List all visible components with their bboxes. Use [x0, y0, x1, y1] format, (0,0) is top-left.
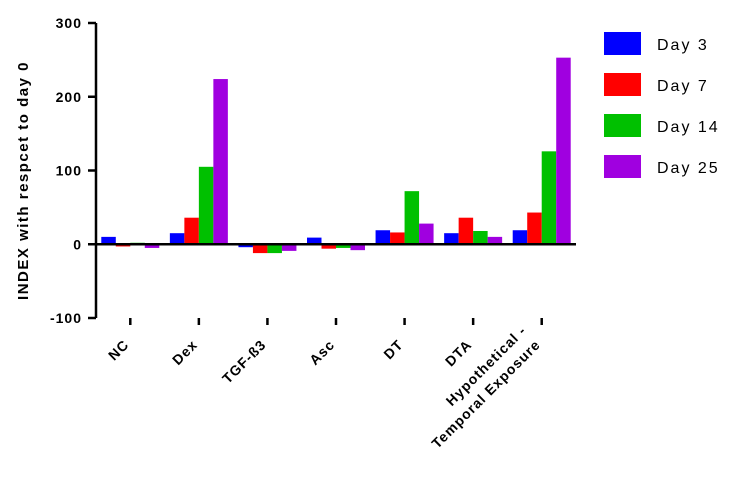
bars-layer	[101, 57, 571, 254]
category-label-group: Asc	[306, 336, 338, 368]
category-label-group: DTA	[442, 336, 475, 369]
bar-day-7-4	[390, 232, 405, 245]
category-label-group: Hypothetical -Temporal Exposure	[428, 322, 543, 451]
category-label: DT	[380, 336, 406, 362]
legend-swatch-day-25	[604, 155, 641, 178]
bar-day-7-6	[527, 212, 542, 245]
bar-day-7-1	[184, 217, 199, 245]
legend-swatch-day-3	[604, 32, 641, 55]
bar-day-3-6	[512, 230, 528, 245]
legend: Day 3 Day 7 Day 14 Day 25	[604, 32, 720, 178]
bar-day-25-1	[213, 79, 228, 245]
bar-day-3-1	[169, 233, 185, 245]
y-tick-label: 200	[56, 89, 82, 105]
bar-day-25-0	[144, 244, 160, 248]
bar-day-25-3	[350, 244, 365, 251]
category-label-group: DT	[380, 336, 406, 362]
y-axis-title: INDEX with respcet to day 0	[15, 61, 32, 300]
bar-day-14-3	[336, 244, 351, 248]
bar-day-7-2	[252, 244, 268, 254]
bar-day-25-4	[419, 223, 434, 245]
bar-day-25-6	[556, 57, 571, 245]
legend-label: Day 7	[657, 78, 709, 95]
legend-swatch-day-7	[604, 73, 641, 96]
bar-day-14-2	[267, 244, 282, 254]
bar-day-14-1	[198, 166, 214, 245]
category-label-group: NC	[105, 336, 132, 363]
legend-label: Day 25	[657, 160, 720, 177]
category-label: Asc	[306, 336, 338, 368]
y-tick-label: -100	[50, 310, 82, 326]
category-label-group: TGF-ß3	[219, 336, 269, 386]
category-label: DTA	[442, 336, 475, 369]
legend-label: Day 3	[657, 37, 709, 54]
legend-swatch-day-14	[604, 114, 641, 137]
bar-day-25-5	[487, 236, 503, 245]
bar-day-3-5	[444, 233, 459, 245]
axes-layer: -100 0 100 200 300	[50, 15, 576, 326]
bar-day-7-5	[458, 217, 474, 245]
bar-day-3-4	[375, 230, 391, 245]
bar-day-14-6	[541, 151, 557, 245]
bar-day-14-5	[473, 230, 488, 245]
y-tick-label: 0	[73, 236, 82, 252]
bar-day-25-2	[281, 244, 297, 251]
category-label: Dex	[169, 336, 201, 368]
legend-label: Day 14	[657, 119, 720, 136]
y-tick-label: 100	[56, 163, 82, 179]
bar-day-14-4	[404, 191, 420, 245]
bar-day-3-3	[307, 237, 322, 245]
bar-day-7-3	[321, 244, 336, 249]
category-label-group: Dex	[169, 336, 201, 368]
category-label: TGF-ß3	[219, 336, 269, 386]
y-tick-label: 300	[56, 15, 82, 31]
bar-day-3-0	[101, 236, 116, 245]
category-label: NC	[105, 336, 132, 363]
bar-day-3-2	[238, 244, 253, 248]
